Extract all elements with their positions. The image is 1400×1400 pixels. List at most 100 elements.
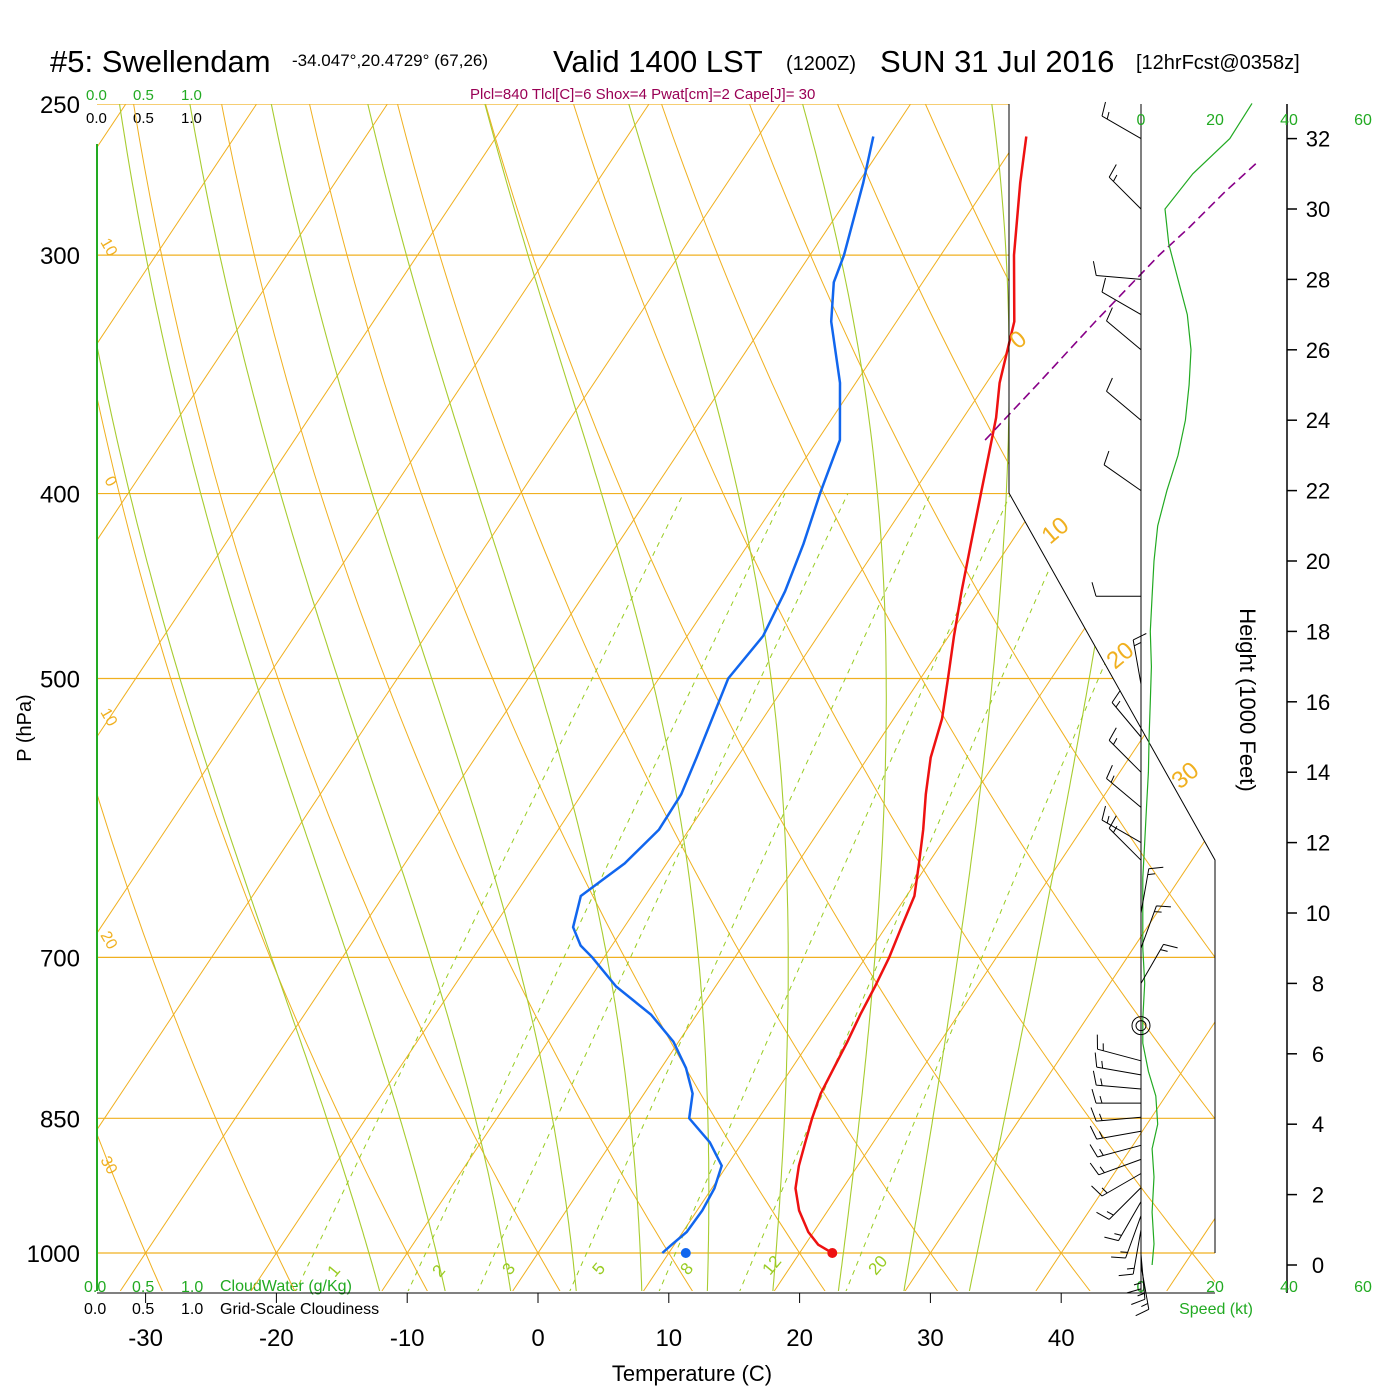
moist-adiabat bbox=[97, 104, 381, 1291]
mixing-ratio-line bbox=[844, 493, 1178, 1291]
sounding-profiles bbox=[571, 136, 1259, 1258]
height-tick-label: 24 bbox=[1306, 408, 1330, 433]
wind-barb bbox=[1140, 866, 1164, 914]
cloudiness-label: Grid-Scale Cloudiness bbox=[220, 1301, 379, 1318]
mixing-ratio-line bbox=[294, 493, 684, 1291]
moist-adiabat bbox=[902, 104, 1010, 1291]
isotherm-label: 30 bbox=[1167, 757, 1205, 795]
height-tick-label: 18 bbox=[1306, 619, 1330, 644]
station-coords: -34.047°,20.4729° (67,26) bbox=[292, 51, 488, 70]
surface-temperature-marker bbox=[827, 1248, 838, 1258]
cloudwater-tick-top-2: 1.0 bbox=[181, 87, 202, 104]
x-tick-label: -10 bbox=[390, 1325, 425, 1352]
wind-barb bbox=[1089, 1158, 1142, 1176]
forecast-info: [12hrFcst@0358z] bbox=[1136, 52, 1300, 74]
utc-time: (1200Z) bbox=[786, 53, 856, 75]
speed-profile bbox=[1142, 103, 1253, 1266]
adiabat-label: 20 bbox=[97, 929, 121, 953]
wind-barb bbox=[1111, 690, 1142, 738]
wind-barb bbox=[1091, 1088, 1141, 1104]
wind-barb bbox=[1104, 1201, 1142, 1242]
x-tick-label: 10 bbox=[655, 1325, 682, 1352]
background-grid bbox=[97, 104, 1215, 1291]
x-tick-label: 30 bbox=[917, 1325, 944, 1352]
height-tick-label: 16 bbox=[1306, 690, 1330, 715]
dry-adiabat bbox=[214, 104, 695, 1291]
isotherm-line bbox=[904, 104, 1215, 1291]
dry-adiabat bbox=[562, 104, 1215, 1291]
mixing-ratio-label: 12 bbox=[759, 1252, 786, 1279]
frame-and-axes: 1 2 3 5 8 12 203020100100102030250300400500700… bbox=[27, 92, 1216, 1352]
x-tick-label: 0 bbox=[531, 1325, 544, 1352]
speed-axis-title: Speed (kt) bbox=[1179, 1301, 1253, 1318]
dry-adiabat bbox=[910, 104, 1215, 1291]
wind-barb bbox=[1092, 261, 1142, 280]
isotherm-line bbox=[1166, 104, 1215, 1291]
wind-barb bbox=[1090, 1107, 1142, 1122]
wind-barb bbox=[1108, 815, 1142, 861]
wind-barb bbox=[1131, 1254, 1146, 1305]
mixing-ratio-line bbox=[406, 493, 786, 1291]
isotherm-line bbox=[97, 104, 781, 1291]
wind-barb bbox=[1140, 905, 1171, 949]
calm-wind-inner bbox=[1135, 1020, 1147, 1032]
valid-time: Valid 1400 LST bbox=[553, 44, 763, 79]
height-tick-label: 28 bbox=[1306, 267, 1330, 292]
height-tick-label: 0 bbox=[1312, 1253, 1324, 1278]
cloudwater-tick-top-1: 0.5 bbox=[133, 87, 154, 104]
speed-tick-label-top: 0 bbox=[1137, 112, 1146, 129]
wind-barb bbox=[1089, 1144, 1142, 1158]
cloudwater-label: CloudWater (g/Kg) bbox=[220, 1278, 352, 1295]
pressure-tick-label: 1000 bbox=[27, 1241, 80, 1268]
cloudiness-tick-bottom-1: 0.5 bbox=[132, 1301, 154, 1318]
moist-adiabat bbox=[183, 104, 512, 1291]
dry-adiabat bbox=[97, 104, 164, 1291]
wind-barb bbox=[1091, 582, 1141, 597]
x-tick-label: -20 bbox=[259, 1325, 294, 1352]
speed-tick-label-top: 20 bbox=[1206, 112, 1224, 129]
wind-barb bbox=[1101, 277, 1142, 316]
dry-adiabat bbox=[649, 104, 1215, 1291]
moist-adiabat bbox=[359, 104, 643, 1291]
pressure-tick-label: 500 bbox=[40, 667, 80, 694]
wind-barb bbox=[1126, 1243, 1142, 1294]
height-tick-label: 14 bbox=[1306, 760, 1330, 785]
height-tick-label: 10 bbox=[1306, 901, 1330, 926]
cloudiness-tick-top-1: 0.5 bbox=[133, 110, 154, 127]
pressure-tick-label: 850 bbox=[40, 1106, 80, 1133]
isotherm-line bbox=[250, 104, 1042, 1291]
cloudiness-tick-top-2: 1.0 bbox=[181, 110, 202, 127]
height-tick-label: 2 bbox=[1312, 1183, 1324, 1208]
height-tick-label: 30 bbox=[1306, 197, 1330, 222]
wind-barb bbox=[1089, 1125, 1142, 1140]
mixing-ratio-label: 20 bbox=[865, 1252, 892, 1279]
wind-barb bbox=[1108, 164, 1142, 210]
height-axis-title: Height (1000 Feet) bbox=[1235, 608, 1260, 791]
moist-adiabat bbox=[264, 104, 578, 1291]
mixing-ratio-label: 5 bbox=[589, 1259, 610, 1278]
pressure-tick-label: 400 bbox=[40, 482, 80, 509]
cloudwater-tick-bottom-2: 1.0 bbox=[181, 1279, 203, 1296]
speed-tick-label-top: 60 bbox=[1354, 112, 1372, 129]
dry-adiabat bbox=[388, 104, 960, 1291]
dewpoint-profile bbox=[571, 136, 875, 1254]
wind-barb bbox=[1106, 307, 1142, 351]
wind-barb bbox=[1094, 1052, 1142, 1076]
height-tick-label: 12 bbox=[1306, 831, 1330, 856]
speed-tick-label-bottom: 40 bbox=[1280, 1279, 1298, 1296]
dry-adiabat bbox=[823, 104, 1215, 1291]
cloudwater-tick-bottom-0: 0.0 bbox=[84, 1279, 106, 1296]
surface-dewpoint-marker bbox=[680, 1248, 691, 1258]
adiabat-label: 10 bbox=[97, 236, 121, 260]
wind-barb bbox=[1140, 943, 1178, 984]
mixing-ratio-line bbox=[476, 493, 849, 1291]
calm-wind-outer bbox=[1131, 1016, 1151, 1036]
mixing-ratio-line bbox=[738, 493, 1084, 1291]
x-tick-label: -30 bbox=[128, 1325, 163, 1352]
adiabat-label: 0 bbox=[101, 474, 120, 490]
dry-adiabat bbox=[1171, 104, 1215, 1291]
moist-adiabat bbox=[113, 104, 447, 1291]
adiabat-label: 10 bbox=[97, 706, 121, 730]
wind-barb bbox=[1096, 1187, 1142, 1220]
